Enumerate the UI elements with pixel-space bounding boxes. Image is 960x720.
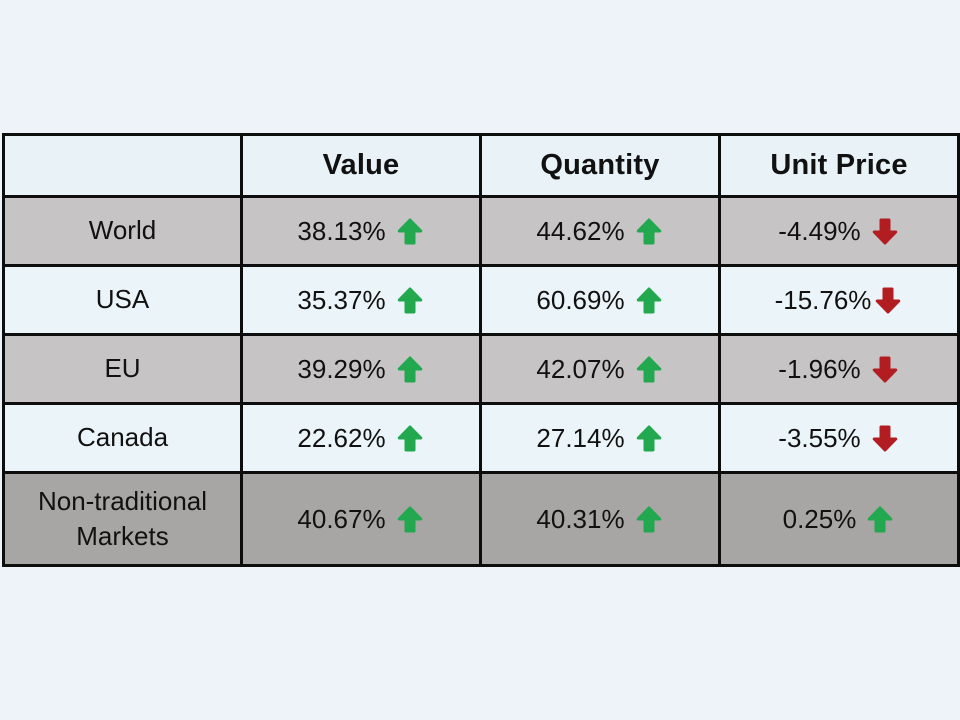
data-cell: 39.29% xyxy=(240,333,482,405)
trend-arrow-icon xyxy=(395,214,425,249)
data-cell: -4.49% xyxy=(718,195,960,267)
data-cell: 22.62% xyxy=(240,402,482,474)
table-row-eu: EU 39.29% 42.07% -1.96% xyxy=(2,333,960,405)
trend-arrow-icon xyxy=(395,421,425,456)
row-label: USA xyxy=(2,264,243,336)
data-cell: 38.13% xyxy=(240,195,482,267)
percent-value: 38.13% xyxy=(297,215,386,246)
trend-arrow-icon xyxy=(870,421,900,456)
trend-arrow-icon xyxy=(634,283,664,318)
table-row-world: World 38.13% 44.62% -4.49% xyxy=(2,195,960,267)
header-row: Value Quantity Unit Price xyxy=(2,133,960,198)
trend-arrow-icon xyxy=(634,502,664,537)
header-cell-quantity: Quantity xyxy=(479,133,721,198)
percent-value: -1.96% xyxy=(778,353,861,384)
table-row-usa: USA 35.37% 60.69% -15.76% xyxy=(2,264,960,336)
header-cell-unit-price: Unit Price xyxy=(718,133,960,198)
trend-arrow-icon xyxy=(634,421,664,456)
data-cell: 40.67% xyxy=(240,471,482,567)
data-cell: 60.69% xyxy=(479,264,721,336)
trend-arrow-icon xyxy=(870,214,900,249)
percent-value: 22.62% xyxy=(297,422,386,453)
percent-value: 35.37% xyxy=(297,284,386,315)
data-cell: 35.37% xyxy=(240,264,482,336)
data-cell: -1.96% xyxy=(718,333,960,405)
trend-arrow-icon xyxy=(395,283,425,318)
percent-value: 40.67% xyxy=(297,503,386,534)
data-cell: 27.14% xyxy=(479,402,721,474)
trend-arrow-icon xyxy=(873,283,903,318)
row-label: World xyxy=(2,195,243,267)
trend-arrow-icon xyxy=(634,214,664,249)
data-cell: 42.07% xyxy=(479,333,721,405)
trend-arrow-icon xyxy=(395,352,425,387)
trend-arrow-icon xyxy=(865,502,895,537)
data-cell: 40.31% xyxy=(479,471,721,567)
header-cell-blank xyxy=(2,133,243,198)
percent-value: 39.29% xyxy=(297,353,386,384)
table-row-canada: Canada 22.62% 27.14% -3.55% xyxy=(2,402,960,474)
trend-arrow-icon xyxy=(870,352,900,387)
data-cell: -3.55% xyxy=(718,402,960,474)
table-row-non-traditional-markets: Non-traditional Markets 40.67% 40.31% 0.… xyxy=(2,471,960,567)
percent-value: -3.55% xyxy=(778,422,861,453)
percent-value: 27.14% xyxy=(536,422,625,453)
row-label: Canada xyxy=(2,402,243,474)
percent-value: -4.49% xyxy=(778,215,861,246)
percent-value: 40.31% xyxy=(536,503,625,534)
percent-value: 44.62% xyxy=(536,215,625,246)
trend-arrow-icon xyxy=(395,502,425,537)
row-label: Non-traditional Markets xyxy=(2,471,243,567)
data-cell: 44.62% xyxy=(479,195,721,267)
row-label: EU xyxy=(2,333,243,405)
percent-value: 60.69% xyxy=(536,284,625,315)
trade-growth-table: Value Quantity Unit Price World 38.13% 4… xyxy=(2,133,960,567)
percent-value: -15.76% xyxy=(774,284,872,315)
data-cell: 0.25% xyxy=(718,471,960,567)
trend-arrow-icon xyxy=(634,352,664,387)
percent-value: 0.25% xyxy=(782,503,857,534)
data-cell: -15.76% xyxy=(718,264,960,336)
header-cell-value: Value xyxy=(240,133,482,198)
percent-value: 42.07% xyxy=(536,353,625,384)
